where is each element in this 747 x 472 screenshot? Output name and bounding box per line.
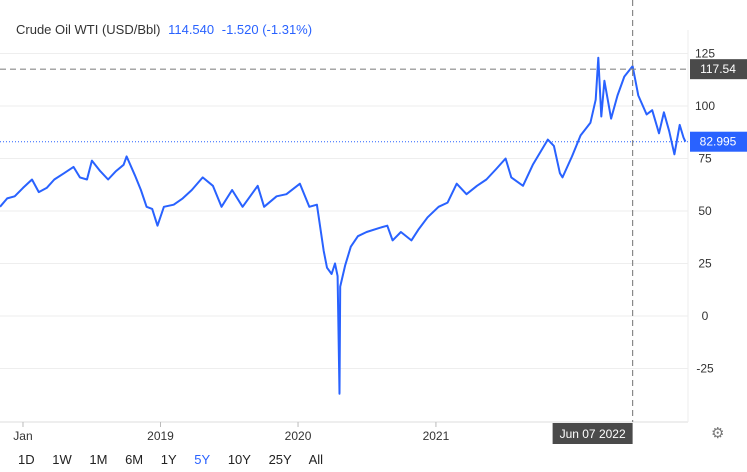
y-tick-label: 50 xyxy=(698,204,712,218)
y-tick-label: 100 xyxy=(695,99,715,113)
x-tick-label: 2020 xyxy=(285,429,312,443)
range-all[interactable]: All xyxy=(308,452,324,467)
y-tick-label: 75 xyxy=(698,152,712,166)
y-tick-label: -25 xyxy=(696,362,714,376)
x-tick-label: Jan xyxy=(13,429,32,443)
range-1d[interactable]: 1D xyxy=(18,452,35,467)
crosshair-y-label: 117.54 xyxy=(700,62,736,76)
range-10y[interactable]: 10Y xyxy=(227,452,251,467)
y-tick-label: 0 xyxy=(702,309,709,323)
range-6m[interactable]: 6M xyxy=(125,452,144,467)
current-price: 114.540 xyxy=(168,22,215,37)
crosshair-x-label: Jun 07 2022 xyxy=(560,427,626,441)
price-series-line xyxy=(0,56,687,395)
range-1m[interactable]: 1M xyxy=(89,452,108,467)
chart-header: Crude Oil WTI (USD/Bbl) 114.540 -1.520 (… xyxy=(16,22,312,37)
range-25y[interactable]: 25Y xyxy=(268,452,292,467)
current-value-label-bg xyxy=(690,131,747,152)
crosshair-y-label-bg xyxy=(690,59,747,80)
y-tick-label: 25 xyxy=(698,257,712,271)
x-tick-label: 2019 xyxy=(147,429,174,443)
x-tick-label: 2021 xyxy=(423,429,450,443)
range-1w[interactable]: 1W xyxy=(52,452,72,467)
instrument-title: Crude Oil WTI (USD/Bbl) xyxy=(16,22,161,37)
y-tick-label: 125 xyxy=(695,47,715,61)
range-1y[interactable]: 1Y xyxy=(160,452,177,467)
price-change: -1.520 (-1.31%) xyxy=(221,22,313,37)
range-5y[interactable]: 5Y xyxy=(194,452,211,467)
crosshair-x-label-bg xyxy=(552,423,633,444)
range-selector: 1D 1W 1M 6M 1Y 5Y 10Y 25Y All xyxy=(18,452,337,467)
gear-icon[interactable]: ⚙ xyxy=(711,425,725,442)
current-value-label: 82.995 xyxy=(700,135,737,149)
